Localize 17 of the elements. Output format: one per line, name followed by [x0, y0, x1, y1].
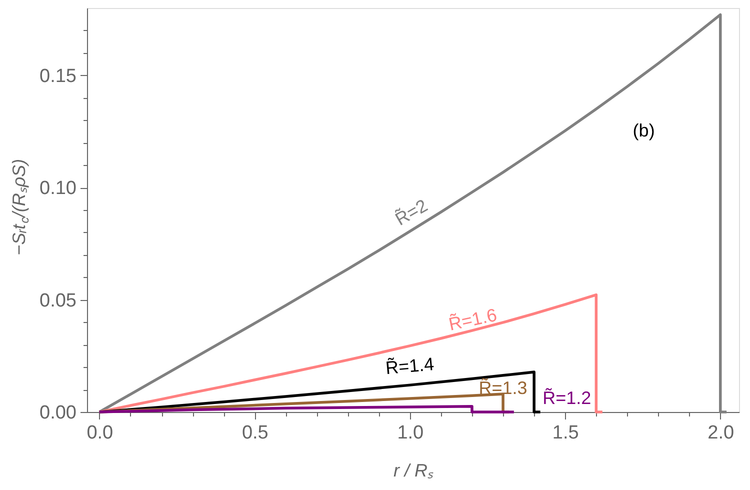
- series-label: R̃=1.3: [478, 378, 528, 398]
- x-tick-label: 1.5: [552, 422, 579, 444]
- y-axis-title: −Sᵣtc/(RₛρS): [9, 158, 32, 256]
- x-tick-label: 0.0: [86, 422, 114, 444]
- x-tick-label: 0.5: [242, 422, 268, 444]
- text: R̃=2: [392, 195, 431, 230]
- x-tick-label: 2.0: [708, 422, 734, 444]
- y-tick-label: 0.15: [40, 66, 76, 87]
- y-tick-label: 0.10: [40, 178, 76, 200]
- x-tick-label: 1.0: [397, 422, 424, 444]
- series-label: R̃=1.4: [384, 354, 435, 378]
- y-tick-label: 0.05: [40, 290, 76, 312]
- y-tick-label: 0.00: [40, 402, 76, 424]
- text: R̃=1.6: [446, 304, 499, 334]
- annotation: (b): [632, 120, 655, 141]
- x-axis-title: r / Rₛ: [394, 460, 434, 480]
- series-label: R̃=1.2: [542, 388, 592, 408]
